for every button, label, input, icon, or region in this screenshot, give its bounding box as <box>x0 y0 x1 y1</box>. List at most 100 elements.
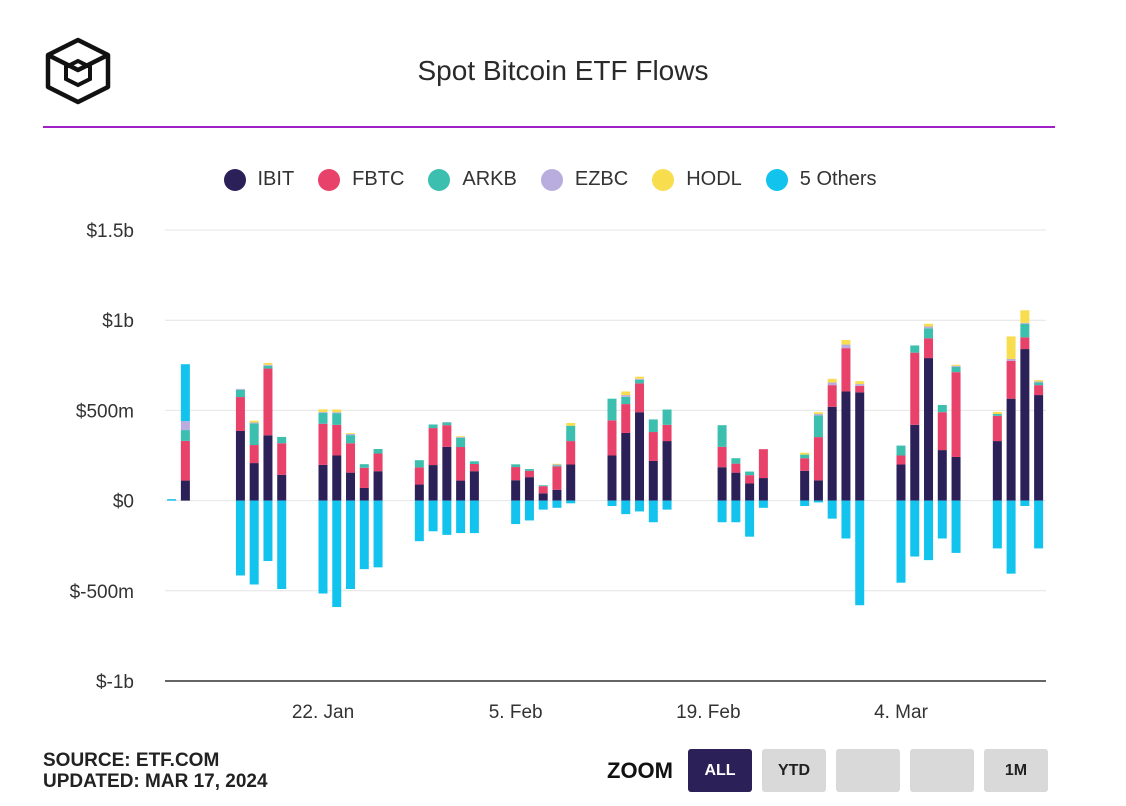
bar-outflow-others[interactable] <box>745 500 755 537</box>
bar-segment-ibit[interactable] <box>277 474 287 501</box>
zoom-ytd-button[interactable]: YTD <box>762 749 826 792</box>
bar-outflow-others[interactable] <box>855 500 865 606</box>
bar-segment-ibit[interactable] <box>813 480 823 501</box>
bar-segment-ibit[interactable] <box>1034 395 1044 501</box>
bar-segment-ibit[interactable] <box>552 489 562 501</box>
bar-segment-hodl[interactable] <box>1020 310 1030 323</box>
bar-segment-fbtc[interactable] <box>648 432 658 461</box>
bar-segment-fbtc[interactable] <box>359 467 369 488</box>
bar-segment-fbtc[interactable] <box>332 424 342 456</box>
bar-segment-arkb[interactable] <box>1020 323 1030 338</box>
bar-segment-ibit[interactable] <box>263 435 273 501</box>
bar-segment-fbtc[interactable] <box>318 423 328 465</box>
bar-segment-hodl[interactable] <box>813 412 823 415</box>
bar-segment-ibit[interactable] <box>249 463 259 501</box>
bar-segment-hodl[interactable] <box>800 452 810 455</box>
bar-outflow-others[interactable] <box>800 500 810 507</box>
bar-segment-ezbc[interactable] <box>346 434 356 436</box>
bar-outflow-others[interactable] <box>648 500 658 523</box>
bar-segment-fbtc[interactable] <box>346 443 356 473</box>
bar-segment-hodl[interactable] <box>1006 336 1016 359</box>
bar-outflow-others[interactable] <box>511 500 521 525</box>
bar-segment-ibit[interactable] <box>758 478 768 501</box>
zoom-button-4[interactable] <box>910 749 974 792</box>
bar-segment-ibit[interactable] <box>235 430 245 501</box>
bar-segment-ibit[interactable] <box>951 456 961 501</box>
bar-outflow-others[interactable] <box>332 500 342 608</box>
bar-outflow-others[interactable] <box>373 500 383 568</box>
bar-segment-ibit[interactable] <box>469 471 479 501</box>
bar-segment-ibit[interactable] <box>1020 349 1030 501</box>
bar-segment-fbtc[interactable] <box>607 420 617 456</box>
bar-outflow-others[interactable] <box>717 500 727 523</box>
bar-outflow-others[interactable] <box>813 500 823 503</box>
bar-segment-ezbc[interactable] <box>1034 381 1044 383</box>
bar-segment-fbtc[interactable] <box>442 425 452 447</box>
bar-segment-hodl[interactable] <box>621 391 631 396</box>
bar-segment-ezbc[interactable] <box>235 388 245 390</box>
bar-outflow-others[interactable] <box>263 500 273 562</box>
bar-segment-fbtc[interactable] <box>180 440 190 481</box>
bar-segment-arkb[interactable] <box>277 436 287 444</box>
bar-segment-ibit[interactable] <box>332 455 342 501</box>
bar-segment-fbtc[interactable] <box>827 385 837 407</box>
bar-segment-fbtc[interactable] <box>1020 337 1030 350</box>
bar-segment-ezbc[interactable] <box>332 412 342 414</box>
bar-outflow-others[interactable] <box>524 500 534 521</box>
bar-segment-arkb[interactable] <box>524 469 534 471</box>
bar-segment-fbtc[interactable] <box>469 463 479 472</box>
bar-segment-arkb[interactable] <box>428 424 438 429</box>
bar-segment-ezbc[interactable] <box>442 422 452 423</box>
bar-segment-ibit[interactable] <box>717 467 727 501</box>
bar-segment-arkb[interactable] <box>937 404 947 413</box>
bar-outflow-others[interactable] <box>607 500 617 507</box>
bar-segment-hodl[interactable] <box>332 409 342 413</box>
bar-segment-ezbc[interactable] <box>827 382 837 386</box>
bar-segment-arkb[interactable] <box>1034 382 1044 386</box>
bar-segment-ibit[interactable] <box>373 471 383 501</box>
bar-segment-fbtc[interactable] <box>566 441 576 465</box>
bar-segment-fbtc[interactable] <box>511 467 521 481</box>
bar-segment-hodl[interactable] <box>456 436 466 438</box>
bar-segment-ibit[interactable] <box>648 460 658 501</box>
legend-item-others[interactable]: 5 Others <box>765 168 876 191</box>
bar-segment-arkb[interactable] <box>456 438 466 448</box>
bar-segment-arkb[interactable] <box>951 366 961 373</box>
bar-segment-ibit[interactable] <box>896 464 906 501</box>
bar-segment-ezbc[interactable] <box>318 412 328 413</box>
bar-segment-ibit[interactable] <box>937 450 947 501</box>
bar-segment-ezbc[interactable] <box>855 384 865 386</box>
bar-segment-ibit[interactable] <box>607 455 617 501</box>
bar-segment-fbtc[interactable] <box>1006 360 1016 399</box>
bar-segment-fbtc[interactable] <box>731 463 741 473</box>
bar-segment-ibit[interactable] <box>635 412 645 501</box>
bar-outflow-others[interactable] <box>538 500 548 510</box>
bar-segment-fbtc[interactable] <box>662 424 672 442</box>
bar-outflow-others[interactable] <box>552 500 562 508</box>
bar-segment-fbtc[interactable] <box>552 466 562 490</box>
bar-segment-arkb[interactable] <box>511 464 521 468</box>
bar-segment-fbtc[interactable] <box>951 372 961 457</box>
bar-outflow-others[interactable] <box>662 500 672 510</box>
bar-segment-ezbc[interactable] <box>813 414 823 416</box>
bar-segment-fbtc[interactable] <box>758 449 768 479</box>
bar-segment-ezbc[interactable] <box>635 378 645 380</box>
bar-segment-arkb[interactable] <box>992 414 1002 416</box>
bar-segment-fbtc[interactable] <box>277 443 287 475</box>
bar-segment-ibit[interactable] <box>414 484 424 501</box>
legend-item-ibit[interactable]: IBIT <box>223 168 294 191</box>
bar-segment-ibit[interactable] <box>731 472 741 501</box>
bar-segment-arkb[interactable] <box>924 328 934 339</box>
legend-item-fbtc[interactable]: FBTC <box>318 168 404 191</box>
bar-segment-arkb[interactable] <box>235 389 245 398</box>
bar-segment-hodl[interactable] <box>951 364 961 366</box>
bar-segment-fbtc[interactable] <box>813 437 823 481</box>
bar-segment-hodl[interactable] <box>855 381 865 385</box>
bar-segment-ibit[interactable] <box>566 464 576 501</box>
bar-outflow-others[interactable] <box>841 500 851 539</box>
bar-segment-arkb[interactable] <box>414 460 424 468</box>
bar-segment-arkb[interactable] <box>813 415 823 438</box>
bar-segment-arkb[interactable] <box>896 445 906 456</box>
bar-segment-arkb[interactable] <box>359 464 369 468</box>
bar-segment-ibit[interactable] <box>456 480 466 501</box>
